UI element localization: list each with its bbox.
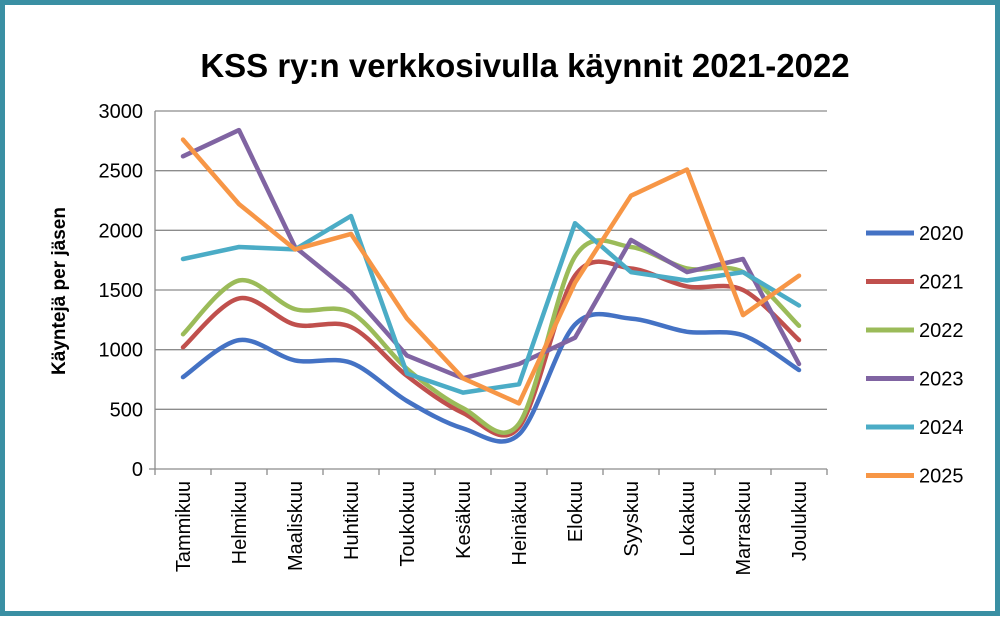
axes: 0 500 1000 1500 2000 2500 3000 Tammikuu Helmikuu… bbox=[99, 101, 828, 575]
legend-label: 2020 bbox=[919, 223, 964, 245]
series-line-2021 bbox=[180, 259, 802, 438]
y-axis-label: Käyntejä per jäsen bbox=[49, 207, 70, 375]
line-chart: KSS ry:n verkkosivulla käynnit 2021-2022… bbox=[49, 47, 964, 575]
x-tick-label: Huhtikuu bbox=[341, 481, 363, 560]
legend: 2020 2021 2022 2023 2024 2025 bbox=[866, 223, 964, 488]
chart-title: KSS ry:n verkkosivulla käynnit 2021-2022 bbox=[200, 47, 849, 84]
x-tick-label: Marraskuu bbox=[733, 481, 755, 575]
x-tick-label: Helmikuu bbox=[229, 481, 251, 564]
x-tick-label: Syyskuu bbox=[621, 481, 643, 557]
y-tick-label: 2500 bbox=[99, 161, 144, 183]
y-tick-label: 2000 bbox=[99, 220, 144, 242]
x-tick-label: Maaliskuu bbox=[285, 481, 307, 571]
series-line-2025 bbox=[180, 137, 802, 406]
series-line-2024 bbox=[180, 213, 802, 395]
gridlines bbox=[155, 110, 827, 410]
y-tick-label: 1500 bbox=[99, 280, 144, 302]
x-tick-label: Toukokuu bbox=[397, 481, 419, 567]
x-tick-label: Heinäkuu bbox=[509, 481, 531, 566]
y-tick-label: 3000 bbox=[99, 101, 144, 123]
series-lines bbox=[180, 127, 802, 444]
x-tick-label: Lokakuu bbox=[677, 481, 699, 557]
series-line-2022 bbox=[180, 238, 802, 435]
legend-label: 2021 bbox=[919, 272, 964, 294]
x-tick-label: Kesäkuu bbox=[453, 481, 475, 559]
legend-label: 2025 bbox=[919, 466, 964, 488]
y-tick-label: 0 bbox=[132, 459, 143, 481]
x-tick-label: Tammikuu bbox=[173, 481, 195, 572]
x-tick-label: Joulukuu bbox=[789, 481, 811, 561]
y-tick-label: 500 bbox=[110, 399, 143, 421]
y-tick-label: 1000 bbox=[99, 340, 144, 362]
legend-label: 2023 bbox=[919, 369, 964, 391]
series-line-2020 bbox=[180, 311, 802, 444]
series-line-2023 bbox=[180, 127, 802, 381]
x-tick-label: Elokuu bbox=[565, 481, 587, 542]
legend-label: 2022 bbox=[919, 320, 964, 342]
legend-label: 2024 bbox=[919, 417, 964, 439]
